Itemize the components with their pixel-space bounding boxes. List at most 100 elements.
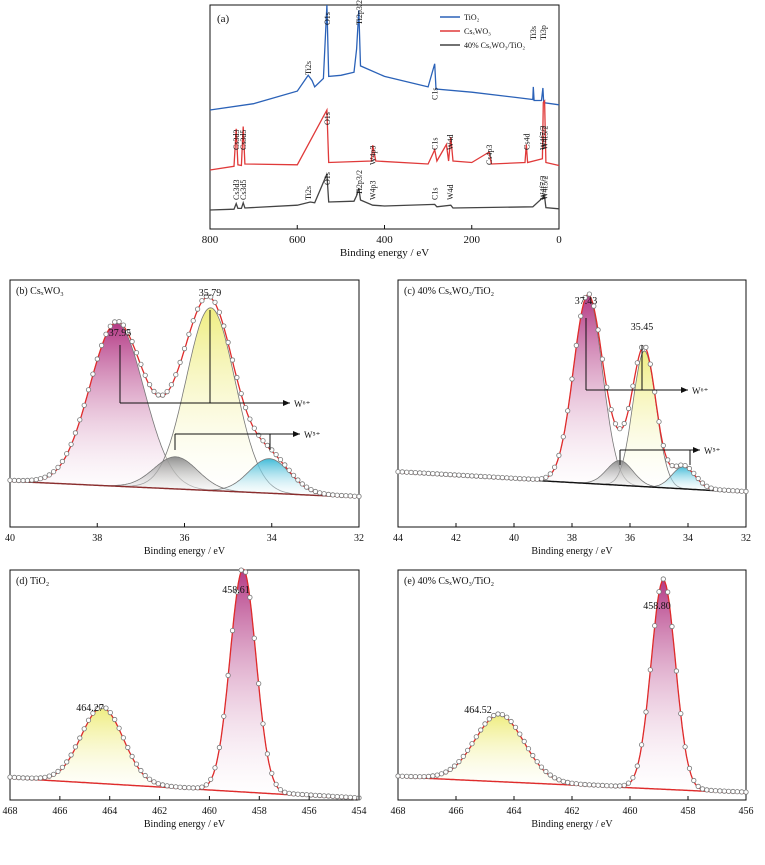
data-point <box>582 294 588 301</box>
data-point <box>312 488 318 495</box>
data-point <box>538 476 545 482</box>
data-point <box>256 680 262 687</box>
data-point <box>24 477 30 483</box>
data-point <box>508 475 514 481</box>
data-point <box>430 470 436 477</box>
x-tick-label-c: 34 <box>683 533 693 544</box>
data-point <box>695 783 701 790</box>
data-point <box>81 726 87 732</box>
x-axis-label-a: Binding energy / eV <box>340 247 429 259</box>
data-point <box>64 759 70 765</box>
x-tick-label-a: 400 <box>376 234 393 246</box>
data-point <box>247 594 253 601</box>
data-point <box>221 323 227 329</box>
panel-label-c: (c) 40% CsₓWO₃/TiO₂ <box>404 286 494 297</box>
data-point <box>460 753 466 760</box>
data-point <box>704 483 710 489</box>
x-tick-label-e: 460 <box>623 806 638 817</box>
data-point <box>303 484 310 490</box>
data-point <box>50 771 57 777</box>
data-point <box>517 475 523 482</box>
data-point <box>325 491 332 497</box>
data-point <box>652 623 658 629</box>
data-point <box>534 759 540 765</box>
peak-annotation: W4d <box>446 184 455 200</box>
data-point <box>42 474 48 480</box>
x-tick-label-c: 40 <box>509 533 519 544</box>
peak-annotation: C1s <box>431 138 440 150</box>
data-point <box>464 747 471 753</box>
data-point <box>695 475 701 482</box>
data-point <box>234 589 240 595</box>
data-point <box>173 784 179 790</box>
data-point <box>133 350 140 356</box>
data-point <box>68 441 74 447</box>
data-point <box>90 710 96 716</box>
data-point <box>125 744 131 751</box>
data-point <box>16 477 22 484</box>
data-point <box>612 421 619 427</box>
data-point <box>625 780 632 786</box>
survey-series-line <box>209 4 560 111</box>
data-point <box>11 477 17 483</box>
envelope-line <box>9 568 360 800</box>
state-arrowhead <box>681 387 688 393</box>
data-point <box>160 392 166 398</box>
data-point <box>225 339 231 345</box>
data-point <box>343 493 349 499</box>
data-point <box>717 487 723 493</box>
data-point <box>478 727 484 733</box>
data-point <box>634 763 640 769</box>
panel-label-d: (d) TiO₂ <box>16 576 49 587</box>
data-point <box>29 775 35 781</box>
data-point <box>347 794 353 800</box>
data-point <box>438 771 445 777</box>
data-point <box>286 790 292 796</box>
x-tick-label-d: 468 <box>3 806 18 817</box>
data-point <box>138 361 144 367</box>
data-point <box>216 309 222 315</box>
data-point <box>425 470 431 476</box>
data-point <box>412 773 418 780</box>
data-point <box>725 487 732 493</box>
data-point <box>399 469 405 475</box>
data-point <box>77 417 83 423</box>
data-point <box>569 780 575 786</box>
data-point <box>42 774 48 780</box>
peak-annotation: Cs4p3 <box>485 145 494 165</box>
data-point <box>491 712 497 719</box>
data-point <box>478 473 484 479</box>
data-point <box>181 345 188 352</box>
data-point <box>504 475 510 481</box>
data-point <box>530 476 536 482</box>
data-point <box>155 781 161 787</box>
background-line <box>9 480 360 499</box>
data-point <box>186 331 192 337</box>
peak-annotation: W4f5/2 <box>541 126 550 150</box>
data-point <box>573 342 579 348</box>
data-point <box>264 751 270 757</box>
data-point <box>721 487 727 493</box>
data-point <box>72 744 79 750</box>
data-point <box>678 710 684 717</box>
data-point <box>708 787 714 794</box>
state-arrowhead <box>283 400 290 406</box>
data-point <box>704 787 710 793</box>
legend-label: 40% CsₓWO₃/TiO₂ <box>464 41 525 50</box>
data-point <box>686 465 693 472</box>
fit-component <box>397 579 747 794</box>
data-point <box>125 329 131 335</box>
data-point <box>116 725 122 731</box>
x-tick-label-c: 32 <box>741 533 751 544</box>
data-point <box>586 782 593 788</box>
data-point <box>251 425 257 431</box>
data-point <box>330 793 336 799</box>
peak-annotation: W4f5/2 <box>541 176 550 200</box>
data-point <box>94 356 100 362</box>
data-point <box>565 779 571 786</box>
data-point <box>29 477 35 483</box>
data-point <box>273 781 279 787</box>
data-point <box>725 788 732 794</box>
data-point <box>421 470 427 476</box>
data-point <box>447 471 453 478</box>
